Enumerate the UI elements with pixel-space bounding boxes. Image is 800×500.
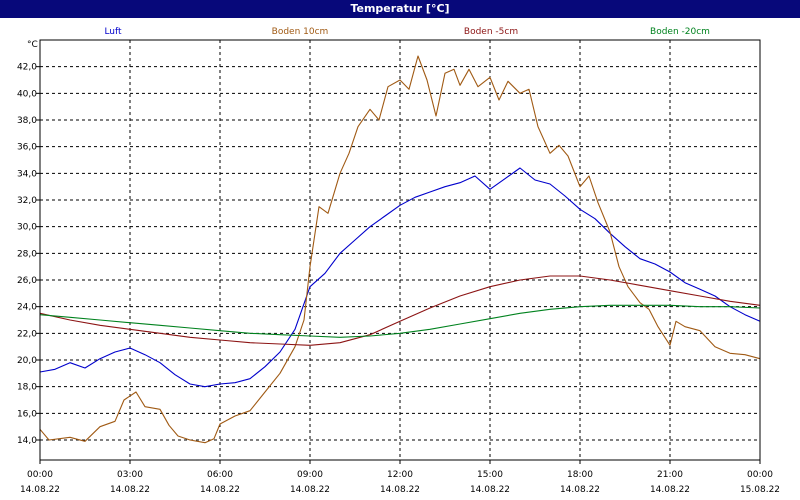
x-tick-date: 14.08.22 bbox=[470, 485, 510, 495]
y-tick-label: 36,0 bbox=[17, 143, 37, 153]
y-tick-labels: 14,0 16,0 18,0 20,0 22,0 24,0 26,0 28,0 30,0 32,0… bbox=[17, 63, 37, 446]
legend-entry-1: Boden 10cm bbox=[272, 27, 329, 37]
series-line-1 bbox=[39, 55, 761, 444]
y-tick-label: 24,0 bbox=[17, 303, 37, 313]
y-tick-label: 26,0 bbox=[17, 276, 37, 286]
x-tick-labels: 00:00 14.08.22 03:00 14.08.22 06:00 14.08.22 0… bbox=[20, 470, 780, 495]
y-tick-label: 42,0 bbox=[17, 63, 37, 73]
y-tick-label: 14,0 bbox=[17, 436, 37, 446]
x-tick-date: 14.08.22 bbox=[200, 485, 240, 495]
legend-entry-3: Boden -20cm bbox=[650, 27, 710, 37]
x-tick-time: 12:00 bbox=[387, 470, 413, 480]
x-tick-time: 00:00 bbox=[747, 470, 773, 480]
series-line-3 bbox=[39, 304, 761, 338]
legend-entry-0: Luft bbox=[104, 27, 122, 37]
x-tick-date: 14.08.22 bbox=[650, 485, 690, 495]
x-tick-date: 14.08.22 bbox=[20, 485, 60, 495]
y-tick-label: 34,0 bbox=[17, 169, 37, 179]
y-tick-label: 38,0 bbox=[17, 116, 37, 126]
x-tick-date: 14.08.22 bbox=[380, 485, 420, 495]
y-tick-label: 22,0 bbox=[17, 329, 37, 339]
y-tick-label: 40,0 bbox=[17, 89, 37, 99]
y-tick-label: 32,0 bbox=[17, 196, 37, 206]
x-tick-time: 15:00 bbox=[477, 470, 503, 480]
legend: Luft Boden 10cm Boden -5cm Boden -20cm bbox=[104, 27, 710, 37]
x-tick-date: 15.08.22 bbox=[740, 485, 780, 495]
x-tick-time: 18:00 bbox=[567, 470, 593, 480]
y-tick-label: 30,0 bbox=[17, 223, 37, 233]
plot-frame bbox=[39, 39, 761, 461]
y-tick-label: 18,0 bbox=[17, 383, 37, 393]
chart-title: Temperatur [°C] bbox=[0, 0, 800, 18]
x-tick-time: 03:00 bbox=[117, 470, 143, 480]
series-line-0 bbox=[39, 167, 761, 388]
y-tick-label: 16,0 bbox=[17, 409, 37, 419]
series-lines bbox=[39, 55, 761, 444]
series-line-2 bbox=[39, 275, 761, 346]
y-tick-label: 28,0 bbox=[17, 249, 37, 259]
x-tick-date: 14.08.22 bbox=[560, 485, 600, 495]
x-tick-date: 14.08.22 bbox=[110, 485, 150, 495]
y-tick-label: 20,0 bbox=[17, 356, 37, 366]
x-tick-time: 21:00 bbox=[657, 470, 683, 480]
legend-entry-2: Boden -5cm bbox=[464, 27, 518, 37]
grid bbox=[36, 40, 761, 464]
x-tick-time: 09:00 bbox=[297, 470, 323, 480]
y-axis-unit: °C bbox=[27, 40, 38, 50]
x-tick-time: 06:00 bbox=[207, 470, 233, 480]
x-tick-time: 00:00 bbox=[27, 470, 53, 480]
x-tick-date: 14.08.22 bbox=[290, 485, 330, 495]
